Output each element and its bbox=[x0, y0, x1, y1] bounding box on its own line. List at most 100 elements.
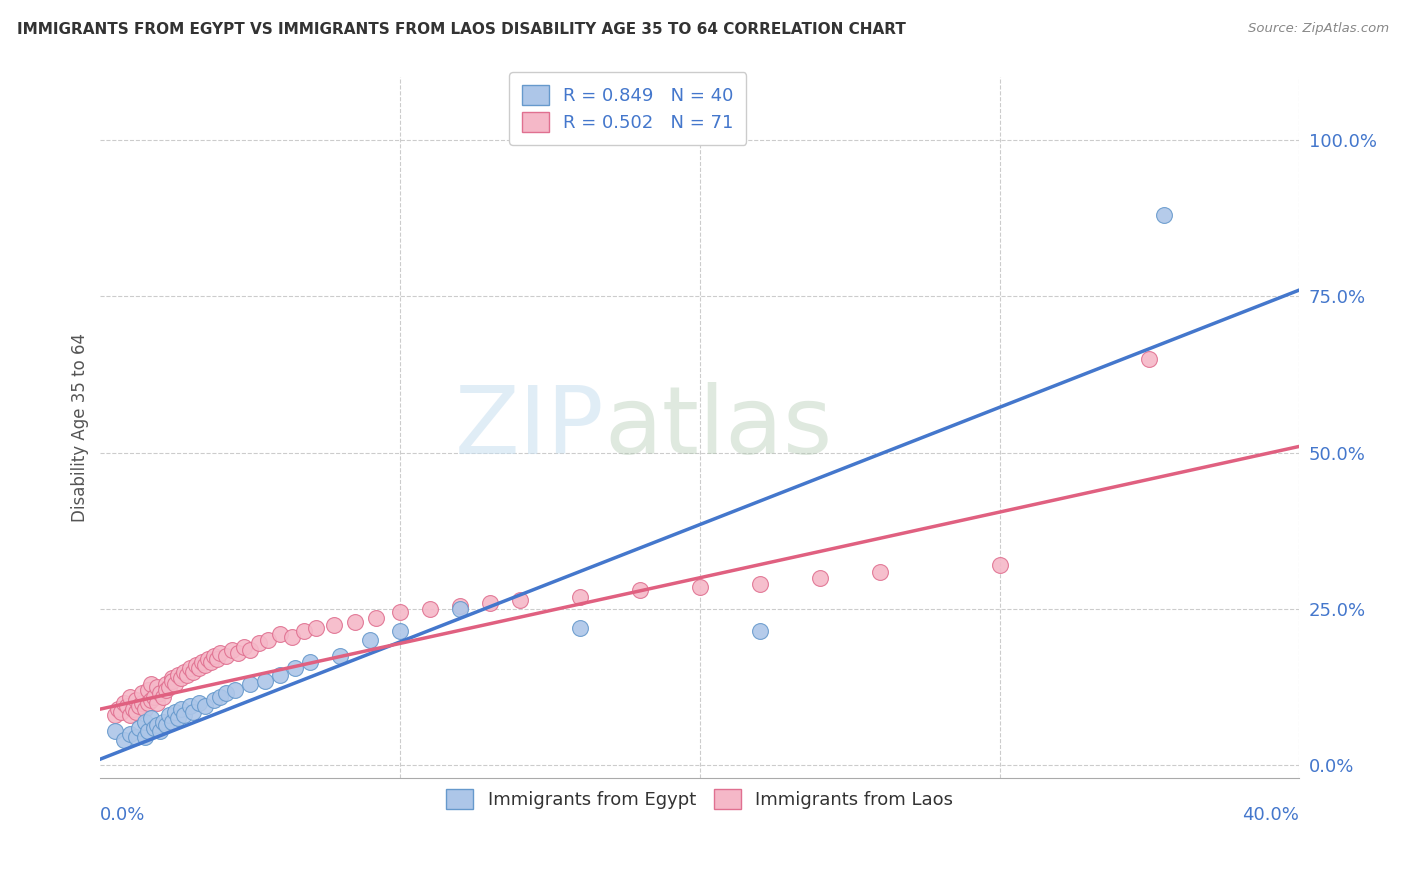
Point bbox=[117, 698, 139, 713]
Point bbox=[194, 658, 217, 673]
Point bbox=[125, 692, 148, 706]
Point bbox=[748, 577, 770, 591]
Point bbox=[181, 705, 204, 719]
Point bbox=[146, 717, 169, 731]
Point bbox=[509, 592, 531, 607]
Point bbox=[364, 611, 387, 625]
Text: 0.0%: 0.0% bbox=[100, 806, 146, 824]
Point bbox=[568, 621, 591, 635]
Point bbox=[226, 646, 249, 660]
Point bbox=[389, 624, 412, 638]
Point bbox=[359, 633, 381, 648]
Y-axis label: Disability Age 35 to 64: Disability Age 35 to 64 bbox=[72, 333, 89, 522]
Point bbox=[149, 686, 172, 700]
Point bbox=[122, 702, 145, 716]
Point bbox=[207, 652, 229, 666]
Point bbox=[200, 655, 222, 669]
Point bbox=[269, 627, 291, 641]
Point bbox=[344, 615, 367, 629]
Point bbox=[449, 599, 471, 613]
Point bbox=[167, 711, 190, 725]
Point bbox=[186, 658, 208, 673]
Point bbox=[170, 671, 193, 685]
Point bbox=[247, 636, 270, 650]
Point bbox=[104, 723, 127, 738]
Point bbox=[170, 702, 193, 716]
Point bbox=[224, 683, 246, 698]
Point bbox=[329, 648, 352, 663]
Point bbox=[136, 696, 159, 710]
Point bbox=[134, 714, 156, 729]
Point bbox=[136, 683, 159, 698]
Legend: Immigrants from Egypt, Immigrants from Laos: Immigrants from Egypt, Immigrants from L… bbox=[437, 780, 963, 818]
Point bbox=[299, 655, 322, 669]
Point bbox=[188, 696, 211, 710]
Point bbox=[389, 605, 412, 619]
Point bbox=[988, 558, 1011, 573]
Point bbox=[179, 661, 201, 675]
Point bbox=[209, 690, 232, 704]
Point bbox=[155, 683, 177, 698]
Text: ZIP: ZIP bbox=[454, 382, 603, 474]
Point bbox=[110, 705, 132, 719]
Point bbox=[305, 621, 328, 635]
Point bbox=[149, 723, 172, 738]
Point bbox=[162, 714, 184, 729]
Point bbox=[179, 698, 201, 713]
Point bbox=[112, 733, 135, 747]
Point bbox=[134, 702, 156, 716]
Point bbox=[104, 708, 127, 723]
Point bbox=[146, 680, 169, 694]
Point bbox=[134, 730, 156, 744]
Point bbox=[162, 671, 184, 685]
Point bbox=[194, 698, 217, 713]
Point bbox=[181, 665, 204, 679]
Point bbox=[165, 677, 187, 691]
Point bbox=[1137, 351, 1160, 366]
Point bbox=[131, 686, 153, 700]
Point bbox=[128, 721, 150, 735]
Point bbox=[748, 624, 770, 638]
Point bbox=[146, 696, 169, 710]
Point bbox=[292, 624, 315, 638]
Point bbox=[808, 571, 831, 585]
Point bbox=[167, 667, 190, 681]
Point bbox=[628, 583, 651, 598]
Text: 40.0%: 40.0% bbox=[1243, 806, 1299, 824]
Point bbox=[215, 648, 238, 663]
Point bbox=[254, 673, 277, 688]
Point bbox=[215, 686, 238, 700]
Point bbox=[449, 602, 471, 616]
Point bbox=[128, 698, 150, 713]
Point bbox=[107, 702, 129, 716]
Point bbox=[162, 673, 184, 688]
Point bbox=[165, 705, 187, 719]
Point bbox=[157, 708, 180, 723]
Point bbox=[568, 590, 591, 604]
Point bbox=[209, 646, 232, 660]
Point bbox=[125, 730, 148, 744]
Point bbox=[202, 692, 225, 706]
Point bbox=[157, 680, 180, 694]
Point bbox=[239, 677, 262, 691]
Point bbox=[869, 565, 891, 579]
Text: Source: ZipAtlas.com: Source: ZipAtlas.com bbox=[1249, 22, 1389, 36]
Point bbox=[239, 642, 262, 657]
Point bbox=[143, 721, 166, 735]
Point bbox=[188, 661, 211, 675]
Point bbox=[112, 696, 135, 710]
Point bbox=[155, 717, 177, 731]
Point bbox=[173, 708, 195, 723]
Point bbox=[120, 727, 142, 741]
Text: atlas: atlas bbox=[603, 382, 832, 474]
Point bbox=[155, 677, 177, 691]
Point bbox=[323, 617, 346, 632]
Point bbox=[419, 602, 441, 616]
Point bbox=[191, 655, 214, 669]
Text: IMMIGRANTS FROM EGYPT VS IMMIGRANTS FROM LAOS DISABILITY AGE 35 TO 64 CORRELATIO: IMMIGRANTS FROM EGYPT VS IMMIGRANTS FROM… bbox=[17, 22, 905, 37]
Point bbox=[689, 580, 711, 594]
Point bbox=[202, 648, 225, 663]
Point bbox=[141, 692, 163, 706]
Point bbox=[120, 708, 142, 723]
Point bbox=[173, 665, 195, 679]
